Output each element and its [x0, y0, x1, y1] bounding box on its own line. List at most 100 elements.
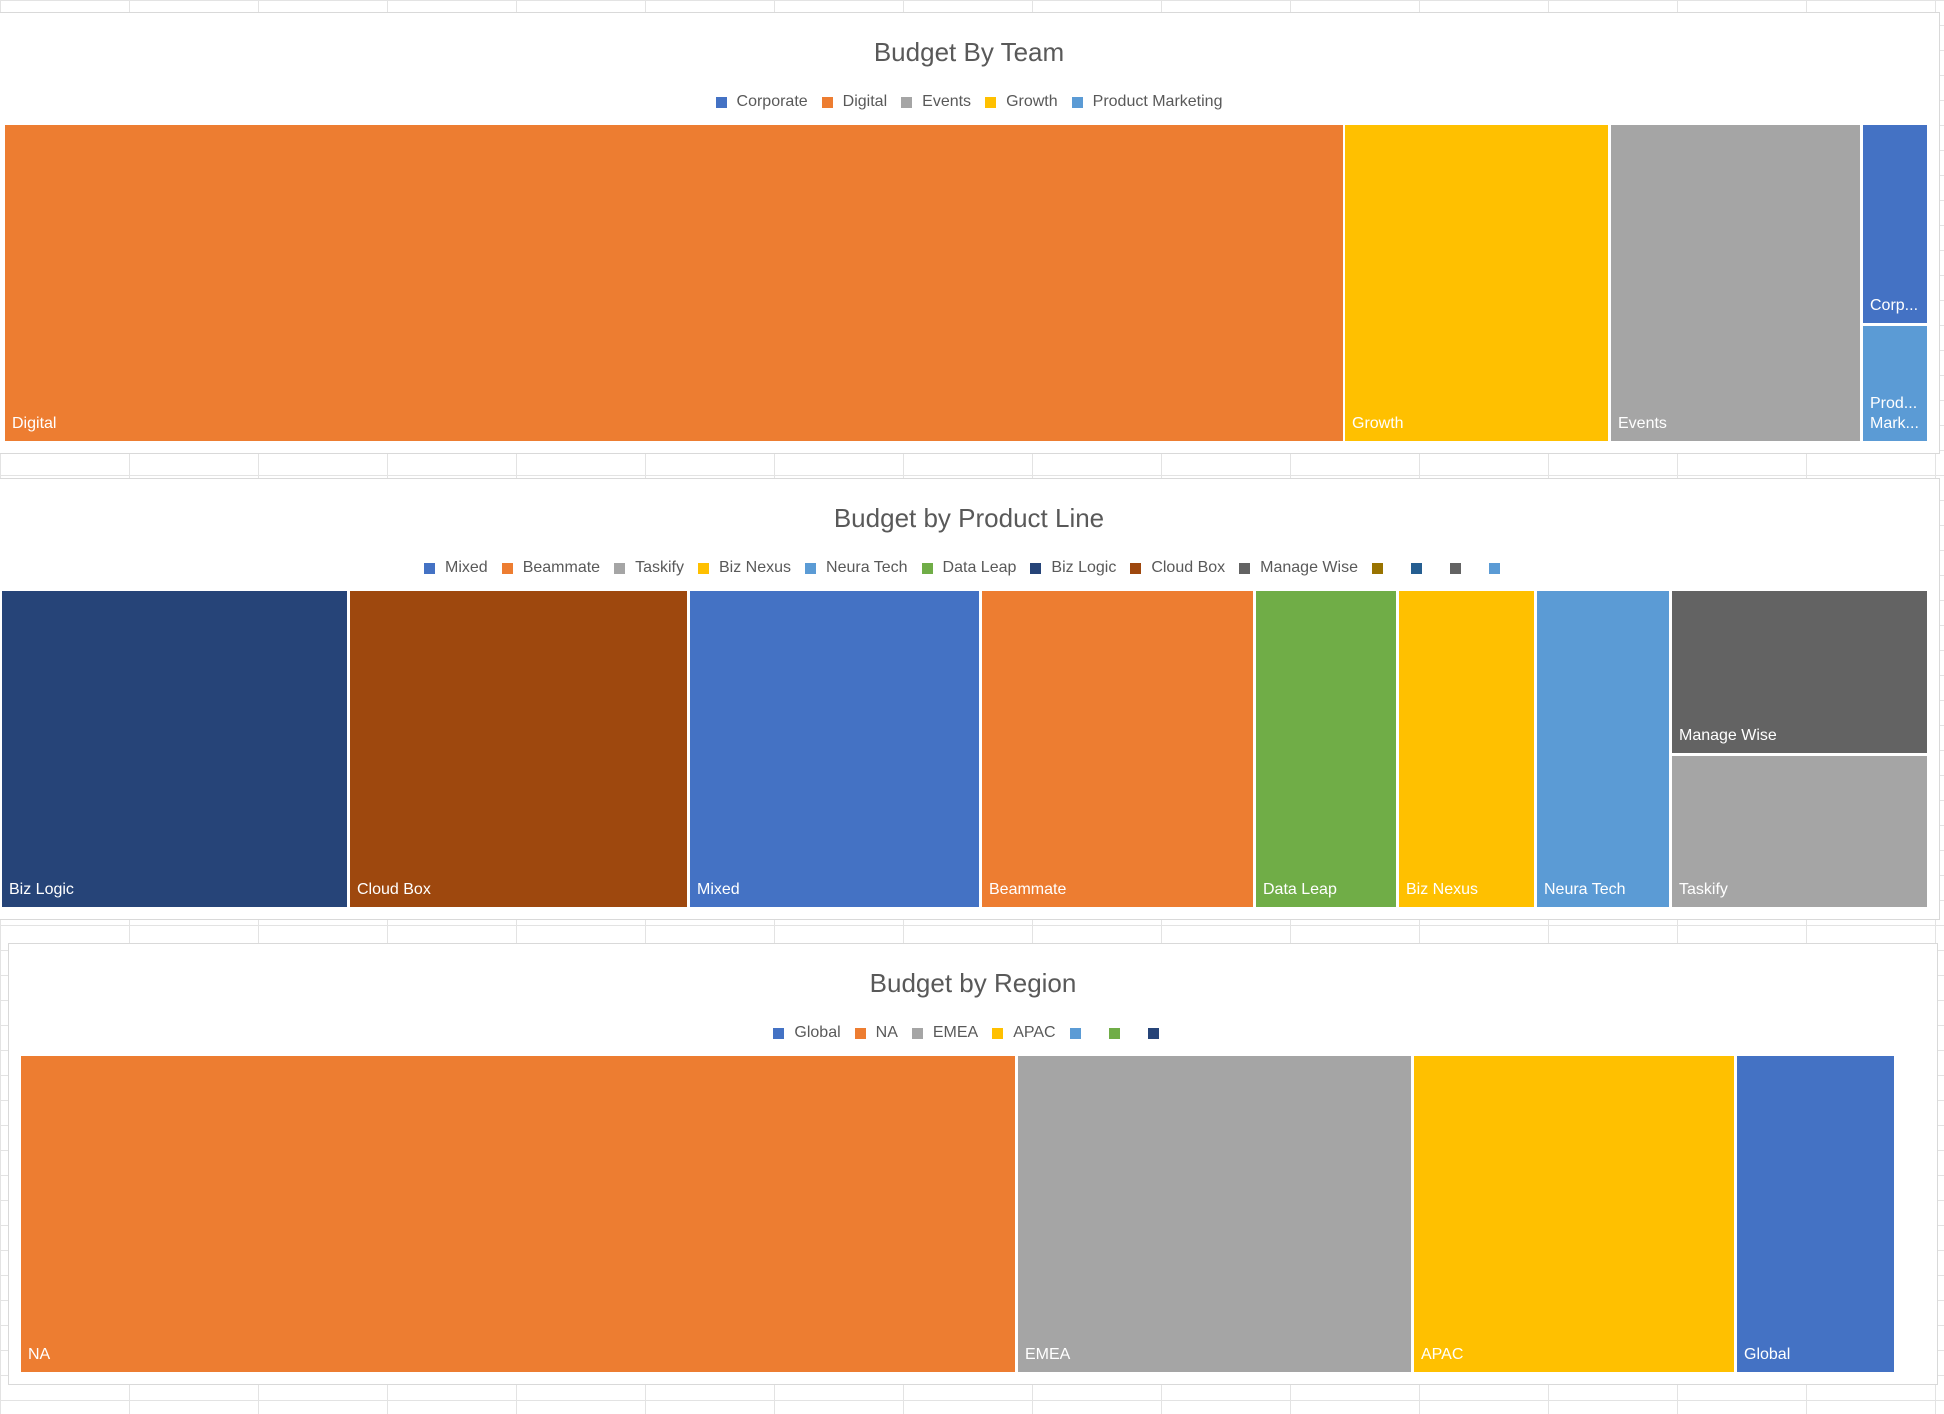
- tile-cloud-box[interactable]: Cloud Box: [350, 591, 687, 907]
- legend-item-unlabeled[interactable]: [1449, 562, 1475, 574]
- legend-swatch: [854, 1027, 866, 1039]
- legend-swatch: [985, 96, 997, 108]
- chart-title: Budget by Product Line: [833, 503, 1105, 533]
- tile-label: Global: [1744, 1346, 1791, 1363]
- tile-digital[interactable]: Digital: [5, 125, 1343, 441]
- tile-label: Beammate: [989, 881, 1067, 898]
- legend-label: Manage Wise: [1260, 559, 1358, 576]
- legend-swatch: [1030, 562, 1042, 574]
- legend-item-biz-nexus[interactable]: Biz Nexus: [697, 559, 791, 577]
- legend-label: Global: [794, 1024, 841, 1041]
- legend-swatch: [1410, 562, 1422, 574]
- legend-swatch: [1130, 562, 1142, 574]
- legend-label: Beammate: [522, 559, 601, 576]
- legend-item-digital[interactable]: Digital: [821, 93, 888, 111]
- legend-item-apac[interactable]: APAC: [992, 1024, 1056, 1042]
- legend-item-corporate[interactable]: Corporate: [715, 93, 808, 111]
- legend-label: Digital: [842, 93, 888, 110]
- legend-swatch: [921, 562, 933, 574]
- legend-label: Product Marketing: [1092, 93, 1223, 110]
- tile-beammate[interactable]: Beammate: [982, 591, 1253, 907]
- chart-legend: Global NA EMEA APAC: [9, 1024, 1937, 1042]
- chart-legend: Mixed Beammate Taskify Biz Nexus Neura T…: [0, 559, 1939, 577]
- legend-swatch: [992, 1027, 1004, 1039]
- legend-item-unlabeled[interactable]: [1371, 562, 1397, 574]
- tile-label: Data Leap: [1263, 881, 1337, 898]
- legend-item-unlabeled[interactable]: [1147, 1027, 1173, 1039]
- tile-growth[interactable]: Growth: [1345, 125, 1608, 441]
- legend-item-biz-logic[interactable]: Biz Logic: [1030, 559, 1116, 577]
- legend-swatch: [1239, 562, 1251, 574]
- legend-swatch: [1071, 96, 1083, 108]
- legend-item-na[interactable]: NA: [854, 1024, 898, 1042]
- legend-label: Growth: [1006, 93, 1058, 110]
- legend-item-taskify[interactable]: Taskify: [614, 559, 684, 577]
- tile-taskify[interactable]: Taskify: [1672, 756, 1927, 907]
- legend-swatch: [1147, 1027, 1159, 1039]
- treemap-plot-area: Digital Growth Events Corp... Prod... Ma…: [0, 125, 1939, 443]
- legend-swatch: [911, 1027, 923, 1039]
- tile-apac[interactable]: APAC: [1414, 1056, 1734, 1372]
- legend-label: Neura Tech: [826, 559, 908, 576]
- legend-label: Taskify: [635, 559, 684, 576]
- tile-na[interactable]: NA: [21, 1056, 1015, 1372]
- treemap-plot-area: NA EMEA APAC Global: [9, 1056, 1937, 1374]
- tile-label: Taskify: [1679, 881, 1728, 898]
- legend-item-neura-tech[interactable]: Neura Tech: [805, 559, 908, 577]
- legend-item-beammate[interactable]: Beammate: [501, 559, 601, 577]
- legend-item-events[interactable]: Events: [901, 93, 971, 111]
- chart-legend: Corporate Digital Events Growth Product …: [0, 93, 1939, 111]
- tile-label: Digital: [12, 415, 57, 432]
- tile-label: Manage Wise: [1679, 727, 1777, 744]
- legend-item-unlabeled[interactable]: [1410, 562, 1436, 574]
- legend-item-unlabeled[interactable]: [1488, 562, 1514, 574]
- legend-item-cloud-box[interactable]: Cloud Box: [1130, 559, 1225, 577]
- chart-title: Budget by Region: [869, 968, 1077, 998]
- tile-manage-wise[interactable]: Manage Wise: [1672, 591, 1927, 753]
- chart-budget-by-team[interactable]: Budget By Team Corporate Digital Events …: [0, 12, 1940, 454]
- tile-mixed[interactable]: Mixed: [690, 591, 979, 907]
- legend-swatch: [697, 562, 709, 574]
- tile-label: EMEA: [1025, 1346, 1071, 1363]
- tile-data-leap[interactable]: Data Leap: [1256, 591, 1396, 907]
- tile-label: Growth: [1352, 415, 1404, 432]
- legend-label: Biz Logic: [1051, 559, 1117, 576]
- chart-budget-by-product-line[interactable]: Budget by Product Line Mixed Beammate Ta…: [0, 478, 1940, 920]
- tile-label: Biz Nexus: [1406, 881, 1479, 898]
- tile-label: Prod... Mark...: [1870, 395, 1919, 432]
- legend-swatch: [821, 96, 833, 108]
- legend-label: Events: [922, 93, 972, 110]
- legend-item-unlabeled[interactable]: [1069, 1027, 1095, 1039]
- tile-label: Corp...: [1870, 297, 1919, 314]
- legend-item-mixed[interactable]: Mixed: [424, 559, 488, 577]
- chart-budget-by-region[interactable]: Budget by Region Global NA EMEA APAC NA …: [8, 943, 1938, 1385]
- legend-item-data-leap[interactable]: Data Leap: [921, 559, 1016, 577]
- legend-item-emea[interactable]: EMEA: [911, 1024, 979, 1042]
- tile-global[interactable]: Global: [1737, 1056, 1894, 1372]
- legend-label: EMEA: [932, 1024, 979, 1041]
- legend-swatch: [1371, 562, 1383, 574]
- legend-label: NA: [875, 1024, 898, 1041]
- tile-biz-nexus[interactable]: Biz Nexus: [1399, 591, 1534, 907]
- tile-events[interactable]: Events: [1611, 125, 1860, 441]
- chart-title: Budget By Team: [873, 37, 1065, 67]
- legend-swatch: [901, 96, 913, 108]
- legend-swatch: [715, 96, 727, 108]
- tile-label: Events: [1618, 415, 1667, 432]
- legend-item-product-marketing[interactable]: Product Marketing: [1071, 93, 1223, 111]
- tile-biz-logic[interactable]: Biz Logic: [2, 591, 347, 907]
- legend-item-growth[interactable]: Growth: [985, 93, 1058, 111]
- legend-item-unlabeled[interactable]: [1108, 1027, 1134, 1039]
- tile-product-marketing[interactable]: Prod... Mark...: [1863, 326, 1927, 441]
- tile-emea[interactable]: EMEA: [1018, 1056, 1411, 1372]
- legend-item-manage-wise[interactable]: Manage Wise: [1239, 559, 1358, 577]
- tile-corporate[interactable]: Corp...: [1863, 125, 1927, 323]
- legend-label: Cloud Box: [1151, 559, 1226, 576]
- legend-swatch: [501, 562, 513, 574]
- legend-swatch: [773, 1027, 785, 1039]
- treemap-plot-area: Biz Logic Cloud Box Mixed Beammate Data …: [0, 591, 1939, 909]
- legend-item-global[interactable]: Global: [773, 1024, 841, 1042]
- tile-neura-tech[interactable]: Neura Tech: [1537, 591, 1669, 907]
- tile-label: Cloud Box: [357, 881, 431, 898]
- legend-swatch: [1108, 1027, 1120, 1039]
